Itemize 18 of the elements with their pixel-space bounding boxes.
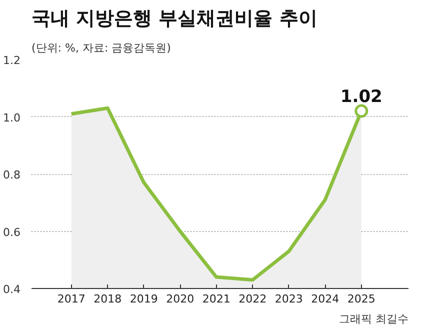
x-tick-label: 2024 (311, 292, 340, 306)
data-label: 1.02 (340, 87, 382, 108)
x-tick-label: 2020 (166, 292, 194, 306)
y-tick-label: 1.2 (3, 54, 21, 67)
y-tick-label: 0.8 (3, 168, 21, 182)
x-tick-label: 2023 (274, 292, 303, 306)
x-tick-label: 2021 (202, 292, 230, 306)
x-tick-label: 2017 (57, 292, 86, 306)
x-tick-label: 2018 (94, 292, 122, 306)
x-tick-label: 2025 (347, 292, 376, 306)
y-tick-label: 1.0 (3, 111, 21, 124)
y-tick-label: 0.6 (3, 226, 21, 239)
chart-subtitle: (단위: %, 자료: 금융감독원) (32, 42, 171, 54)
x-tick-label: 2022 (238, 292, 267, 306)
text: 그래픽 최길수 (339, 312, 409, 326)
x-tick-label: 2019 (130, 292, 158, 306)
chart-title: 국내 지방은행 부실채권비율 추이 (32, 8, 318, 30)
y-tick-label: 0.4 (3, 283, 21, 296)
